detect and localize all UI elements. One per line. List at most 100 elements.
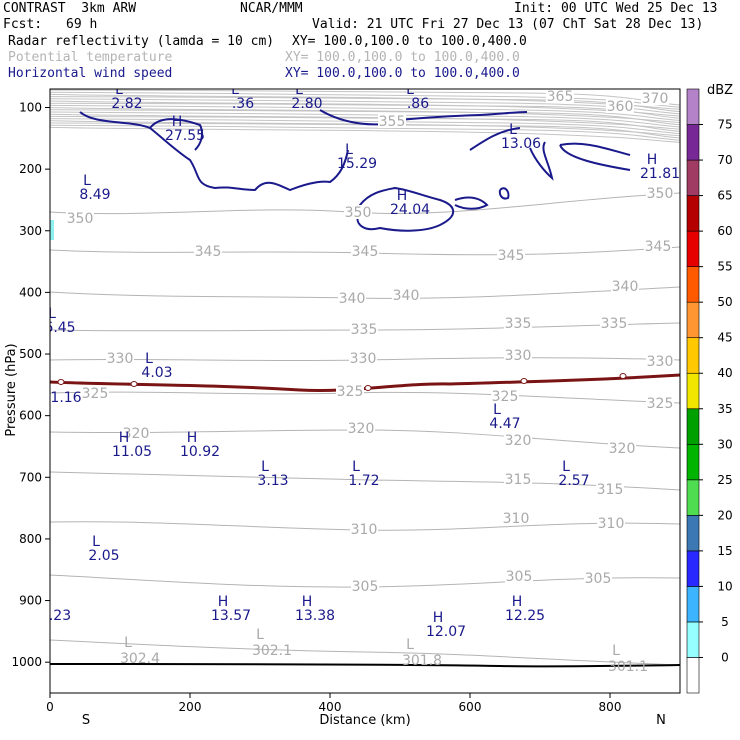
- wind-speed-contours: [79, 109, 631, 232]
- wind-extremum-value: .23: [49, 608, 71, 624]
- isentrope-label-bg: [336, 384, 364, 398]
- isentrope-label: 360: [607, 99, 634, 115]
- isentrope-label: 330: [107, 351, 134, 367]
- upper-isentrope-line: [50, 115, 680, 132]
- wind-extremum-tag: L: [231, 82, 239, 98]
- isentrope-label-bg: [606, 99, 634, 113]
- y-tick-label: 1000: [11, 655, 42, 669]
- melting-level-line: [50, 373, 680, 393]
- wind-extremum-value: 2.05: [88, 548, 119, 564]
- y-tick-label: 800: [19, 532, 42, 546]
- wind-extremum-value: 3.13: [257, 473, 288, 489]
- colorbar-label: 15: [717, 544, 732, 558]
- isentrope-label: 335: [601, 316, 628, 332]
- isentrope-label: 370: [397, 61, 424, 77]
- isentrope-label: 310: [351, 522, 378, 538]
- field-xy-reflectivity: XY= 100.0,100.0 to 100.0,400.0: [292, 34, 527, 49]
- forecast-hour: 69 h: [66, 17, 98, 32]
- colorbar-label: 30: [717, 437, 732, 451]
- isentrope-label-bg: [644, 239, 672, 253]
- isentrope-label-bg: [646, 354, 674, 368]
- isentrope-label: 355: [379, 114, 406, 130]
- colorbar-label: 35: [717, 402, 732, 416]
- isentrope-label-bg: [497, 248, 525, 262]
- isentrope-label-bg: [502, 511, 530, 525]
- upper-isentrope-line: [50, 89, 680, 106]
- isentrope-label-bg: [66, 211, 94, 225]
- wind-extremum-tag: L: [345, 142, 353, 158]
- isentrope-label: 345: [645, 239, 672, 255]
- isentrope-label: 345: [498, 248, 525, 264]
- colorbar-label: 0: [721, 650, 729, 664]
- isentrope-label-bg: [584, 571, 612, 585]
- melting-level-markers: [57, 373, 627, 391]
- colorbar-swatch: [686, 159, 700, 196]
- isentrope-label: 345: [195, 244, 222, 260]
- wind-extremum-value: 6.45: [44, 320, 75, 336]
- wind-contour-jet-west: [79, 111, 349, 192]
- isentrope-label: 335: [505, 316, 532, 332]
- wind-extremum-tag: H: [172, 114, 183, 130]
- wind-extremum-value: 13.57: [211, 608, 251, 624]
- wind-extremum-tag: L: [406, 82, 414, 98]
- upper-isentrope-line: [50, 91, 680, 108]
- wind-extremum-value: 2.80: [291, 96, 322, 112]
- upper-isentrope-line: [50, 98, 680, 115]
- isentrope-label-bg: [338, 291, 366, 305]
- colorbar-label: 40: [717, 366, 732, 380]
- isentrope-label: 340: [339, 291, 366, 307]
- isentrope-label-bg: [505, 569, 533, 583]
- wind-extremum-tag: L: [145, 351, 153, 367]
- isentrope-label-bg: [491, 389, 519, 403]
- field-xy-theta: XY= 100.0,100.0 to 100.0,400.0: [285, 50, 520, 65]
- surface-theta-tag: L: [406, 637, 414, 653]
- isentrope-label: 345: [352, 244, 379, 260]
- model-title: CONTRAST 3km ARW: [3, 1, 137, 16]
- wind-extremum-tag: H: [187, 430, 198, 446]
- isentrope-label-bg: [596, 482, 624, 496]
- x-tick-label: 0: [46, 700, 54, 714]
- isentrope-label-bg: [611, 279, 639, 293]
- colorbar-swatch: [686, 301, 700, 339]
- init-time: Init: 00 UTC Wed 25 Dec 13: [514, 1, 718, 16]
- wind-extremum-value: 4.03: [141, 365, 172, 381]
- colorbar-swatch: [686, 621, 700, 658]
- colorbar-label: 25: [717, 473, 732, 487]
- isentrope-label-bg: [349, 351, 377, 365]
- colorbar-swatch: [686, 195, 700, 232]
- org-label: NCAR/MMM: [240, 1, 303, 16]
- isentrope-325: [50, 391, 680, 404]
- isentrope-label-bg: [194, 244, 222, 258]
- wind-extremum-value: 1.72: [348, 473, 379, 489]
- colorbar-label: 45: [717, 331, 732, 345]
- isentrope-label-bg: [646, 186, 674, 200]
- colorbar-swatch: [686, 586, 700, 623]
- colorbar-swatch: [686, 88, 700, 125]
- colorbar-label: 20: [717, 508, 732, 522]
- wind-extremum-value: 4.47: [489, 416, 520, 432]
- colorbar-label: 10: [717, 579, 732, 593]
- colorbar-swatch: [686, 443, 700, 481]
- isentrope-label: 315: [597, 482, 624, 498]
- x-tick-label: 400: [319, 700, 342, 714]
- isentrope-label: 310: [503, 511, 530, 527]
- isentrope-label-bg: [81, 386, 109, 400]
- colorbar-label: 75: [717, 118, 732, 132]
- wind-extremum-value: 15.29: [337, 156, 377, 172]
- wind-extremum-tag: L: [115, 82, 123, 98]
- x-tick-label: 200: [179, 700, 202, 714]
- colorbar-swatch: [686, 124, 700, 161]
- isentrope-label-bg: [106, 351, 134, 365]
- wind-extremum-tag: L: [48, 306, 56, 322]
- upper-isentrope-band: [50, 89, 680, 143]
- wind-extremum-value: 13.06: [501, 136, 541, 152]
- isentrope-label-bg: [122, 426, 150, 440]
- surface-theta-value: 302.1: [252, 643, 292, 659]
- upper-isentrope-line: [50, 96, 680, 113]
- field-name-theta: Potential temperature: [8, 50, 173, 65]
- y-tick-label: 100: [19, 100, 42, 114]
- wind-extremum-value: .36: [232, 96, 254, 112]
- colorbar-swatch: [686, 230, 700, 267]
- wind-extremum-value: 1.16: [50, 390, 81, 406]
